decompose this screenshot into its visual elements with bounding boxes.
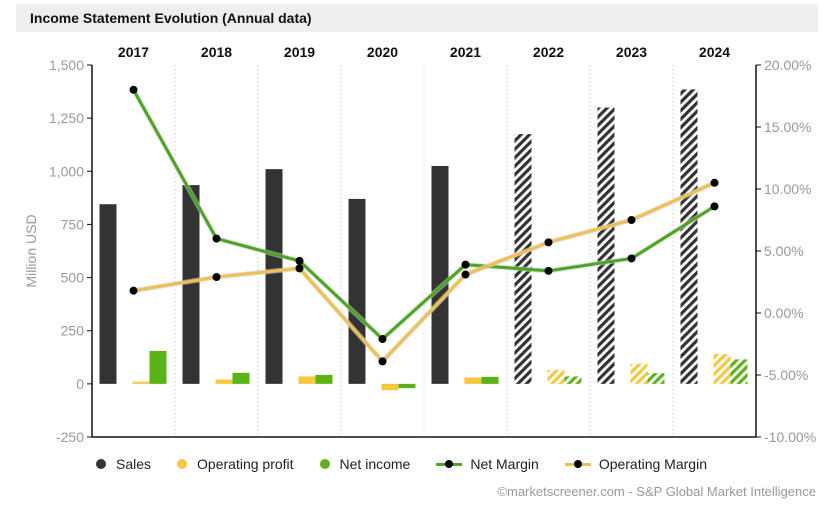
sales-bar — [348, 198, 366, 384]
legend-item: Sales — [96, 456, 151, 472]
operating-profit-bar — [132, 381, 150, 384]
category-label: 2020 — [367, 44, 398, 60]
operating-profit-bar — [630, 363, 648, 384]
left-tick-label: 1,000 — [49, 163, 84, 179]
category-label: 2024 — [699, 44, 730, 60]
legend-swatch — [96, 459, 106, 469]
sales-bar — [514, 134, 532, 384]
net-margin-point — [212, 234, 221, 243]
left-tick-label: 500 — [61, 270, 85, 286]
sales-bar — [431, 165, 449, 384]
right-tick-label: 10.00% — [764, 181, 811, 197]
category-label: 2023 — [616, 44, 647, 60]
right-tick-label: -10.00% — [764, 429, 816, 445]
operating-margin-line — [133, 181, 716, 363]
net-margin-point — [710, 202, 719, 211]
net-margin-point — [461, 260, 470, 269]
legend-label: Sales — [116, 456, 152, 472]
operating-profit-bar — [381, 383, 399, 391]
sales-bar — [182, 185, 200, 384]
legend-item: Operating profit — [177, 456, 294, 472]
net-income-bar — [564, 376, 582, 384]
net-income-bar — [315, 374, 333, 384]
category-label: 2019 — [284, 44, 315, 60]
operating-margin-point — [378, 357, 387, 366]
y-axis-label: Million USD — [23, 214, 39, 287]
category-label: 2018 — [201, 44, 232, 60]
right-tick-label: -5.00% — [764, 367, 808, 383]
right-tick-label: 5.00% — [764, 243, 804, 259]
legend-swatch — [319, 459, 330, 469]
legend-item: Net Margin — [436, 456, 539, 472]
sales-bar — [99, 204, 117, 384]
operating-profit-bar — [215, 379, 233, 384]
left-tick-label: 0 — [76, 376, 84, 392]
net-income-bar — [647, 373, 665, 384]
legend-label: Net income — [339, 456, 411, 472]
net-income-bar — [232, 372, 250, 384]
net-margin-point — [627, 254, 636, 263]
net-income-bar — [481, 376, 499, 384]
legend-item: Operating Margin — [564, 456, 707, 472]
net-margin-point — [378, 335, 387, 344]
net-margin-point — [295, 256, 304, 265]
chart-title-bar: Income Statement Evolution (Annual data) — [16, 4, 818, 32]
right-tick-label: 20.00% — [764, 57, 811, 73]
net-income-bar — [149, 350, 167, 384]
source-credit: ©marketscreener.com - S&P Global Market … — [497, 484, 816, 499]
right-tick-label: 15.00% — [764, 119, 811, 135]
operating-margin-point — [627, 216, 636, 224]
left-tick-label: 750 — [61, 216, 85, 232]
operating-margin-point — [544, 238, 553, 247]
operating-margin-point — [129, 286, 138, 295]
left-tick-label: -250 — [56, 429, 84, 445]
sales-bar — [680, 89, 698, 384]
legend-label: Operating Margin — [598, 456, 707, 472]
legend-label: Operating profit — [197, 456, 294, 472]
chart-legend: Sales Operating profit Net income Net Margi… — [96, 454, 733, 474]
left-tick-label: 1,250 — [49, 110, 84, 126]
operating-margin-point — [461, 270, 470, 279]
operating-profit-bar — [547, 370, 565, 384]
legend-swatch — [436, 459, 463, 469]
net-margin-point — [544, 266, 553, 275]
category-label: 2022 — [533, 44, 564, 60]
net-income-bar — [398, 383, 416, 389]
chart-title: Income Statement Evolution (Annual data) — [30, 10, 312, 26]
sales-bar — [265, 169, 283, 384]
right-tick-label: 0.00% — [764, 305, 804, 321]
legend-swatch — [564, 459, 591, 469]
net-margin-point — [129, 85, 138, 94]
operating-margin-point — [710, 178, 719, 187]
legend-item: Net income — [319, 456, 411, 472]
net-income-bar — [730, 359, 748, 384]
net-margin-line — [132, 89, 716, 341]
operating-profit-bar — [464, 377, 482, 384]
operating-margin-point — [295, 264, 304, 273]
operating-profit-bar — [298, 376, 316, 384]
legend-label: Net Margin — [470, 456, 539, 472]
left-tick-label: 1,500 — [49, 57, 84, 73]
operating-margin-point — [212, 273, 221, 282]
legend-swatch — [177, 459, 188, 469]
sales-bar — [597, 107, 615, 384]
category-label: 2021 — [450, 44, 481, 60]
category-label: 2017 — [118, 44, 149, 60]
left-tick-label: 250 — [61, 323, 85, 339]
operating-profit-bar — [713, 354, 731, 384]
